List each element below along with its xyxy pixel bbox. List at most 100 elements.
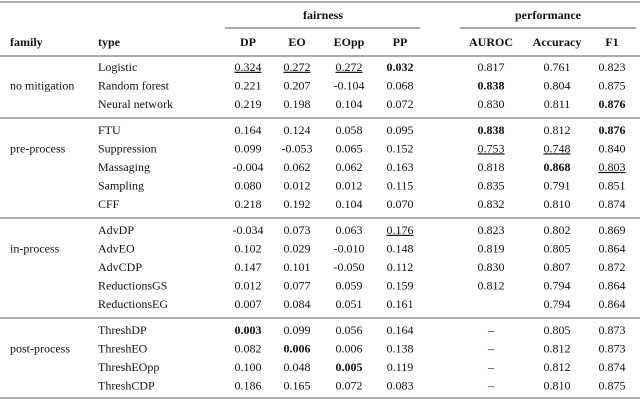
cell-value: 0.840 xyxy=(599,141,626,155)
cell-value: 0.138 xyxy=(387,341,414,355)
group-header: performance xyxy=(515,8,582,22)
cell-value: -0.034 xyxy=(233,223,264,237)
cell-value: – xyxy=(487,379,495,393)
cell-value: 0.812 xyxy=(544,341,571,355)
cell-value: 0.794 xyxy=(544,297,571,311)
cell-value: 0.148 xyxy=(387,241,414,255)
cell-value: 0.802 xyxy=(544,223,571,237)
cell-value: 0.794 xyxy=(544,279,571,293)
cell-value: 0.003 xyxy=(235,323,262,337)
cell-value: 0.099 xyxy=(235,141,262,155)
family-label: in-process xyxy=(10,241,60,255)
type-label: Random forest xyxy=(98,78,170,92)
cell-value: 0.073 xyxy=(284,223,311,237)
cell-value: 0.104 xyxy=(336,97,363,111)
type-label: Massaging xyxy=(98,160,150,174)
column-header: Accuracy xyxy=(533,35,582,49)
cell-value: 0.804 xyxy=(544,78,571,92)
type-label: ThreshEO xyxy=(98,341,148,355)
type-label: Sampling xyxy=(98,179,144,193)
cell-value: 0.874 xyxy=(599,360,626,374)
cell-value: 0.810 xyxy=(544,197,571,211)
cell-value: 0.101 xyxy=(284,260,311,274)
type-label: AdvCDP xyxy=(98,260,142,274)
cell-value: 0.823 xyxy=(599,60,626,74)
cell-value: 0.876 xyxy=(599,97,626,111)
cell-value: 0.874 xyxy=(599,197,626,211)
type-label: FTU xyxy=(98,123,121,137)
cell-value: 0.748 xyxy=(544,141,571,155)
cell-value: 0.163 xyxy=(387,160,414,174)
cell-value: 0.272 xyxy=(336,60,363,74)
cell-value: 0.753 xyxy=(478,141,505,155)
type-label: Suppression xyxy=(98,141,157,155)
cell-value: 0.012 xyxy=(336,179,363,193)
cell-value: 0.221 xyxy=(235,78,262,92)
cell-value: 0.062 xyxy=(336,160,363,174)
cell-value: 0.065 xyxy=(336,141,363,155)
cell-value: 0.817 xyxy=(478,60,505,74)
column-header: AUROC xyxy=(469,35,513,49)
type-label: ThreshEOpp xyxy=(98,360,159,374)
cell-value: 0.068 xyxy=(387,78,414,92)
cell-value: 0.875 xyxy=(599,379,626,393)
cell-value: 0.873 xyxy=(599,341,626,355)
cell-value: 0.272 xyxy=(284,60,311,74)
cell-value: 0.083 xyxy=(387,379,414,393)
cell-value: 0.812 xyxy=(544,360,571,374)
column-header: family xyxy=(10,35,43,49)
cell-value: 0.165 xyxy=(284,379,311,393)
cell-value: 0.006 xyxy=(284,341,311,355)
column-header: EOpp xyxy=(334,35,365,49)
cell-value: 0.119 xyxy=(387,360,414,374)
cell-value: 0.084 xyxy=(284,297,311,311)
cell-value: 0.072 xyxy=(387,97,414,111)
cell-value: 0.032 xyxy=(387,60,414,74)
type-label: AdvEO xyxy=(98,241,135,255)
cell-value: 0.112 xyxy=(387,260,414,274)
cell-value: 0.219 xyxy=(235,97,262,111)
cell-value: 0.832 xyxy=(478,197,505,211)
cell-value: 0.176 xyxy=(387,223,414,237)
cell-value: 0.819 xyxy=(478,241,505,255)
cell-value: 0.115 xyxy=(387,179,414,193)
cell-value: 0.058 xyxy=(336,123,363,137)
cell-value: 0.029 xyxy=(284,241,311,255)
cell-value: 0.851 xyxy=(599,179,626,193)
cell-value: 0.007 xyxy=(235,297,262,311)
cell-value: 0.873 xyxy=(599,323,626,337)
cell-value: – xyxy=(487,341,495,355)
cell-value: 0.070 xyxy=(387,197,414,211)
cell-value: 0.324 xyxy=(235,60,262,74)
cell-value: 0.102 xyxy=(235,241,262,255)
family-label: pre-process xyxy=(10,141,66,155)
cell-value: 0.207 xyxy=(284,78,311,92)
cell-value: 0.218 xyxy=(235,197,262,211)
cell-value: 0.872 xyxy=(599,260,626,274)
cell-value: 0.147 xyxy=(235,260,262,274)
cell-value: 0.805 xyxy=(544,241,571,255)
cell-value: 0.864 xyxy=(599,241,626,255)
cell-value: 0.791 xyxy=(544,179,571,193)
cell-value: -0.104 xyxy=(334,78,365,92)
cell-value: 0.082 xyxy=(235,341,262,355)
cell-value: 0.192 xyxy=(284,197,311,211)
cell-value: 0.077 xyxy=(284,279,311,293)
cell-value: 0.803 xyxy=(599,160,626,174)
column-header: EO xyxy=(288,35,305,49)
cell-value: -0.053 xyxy=(282,141,313,155)
type-label: AdvDP xyxy=(98,223,134,237)
type-label: ReductionsGS xyxy=(98,279,167,293)
type-label: ThreshCDP xyxy=(98,379,155,393)
group-header: fairness xyxy=(303,8,343,22)
cell-value: 0.059 xyxy=(336,279,363,293)
cell-value: 0.876 xyxy=(599,123,626,137)
cell-value: 0.838 xyxy=(478,78,505,92)
cell-value: – xyxy=(487,360,495,374)
cell-value: 0.012 xyxy=(284,179,311,193)
cell-value: 0.012 xyxy=(235,279,262,293)
cell-value: 0.869 xyxy=(599,223,626,237)
cell-value: 0.161 xyxy=(387,297,414,311)
column-header: F1 xyxy=(605,35,618,49)
